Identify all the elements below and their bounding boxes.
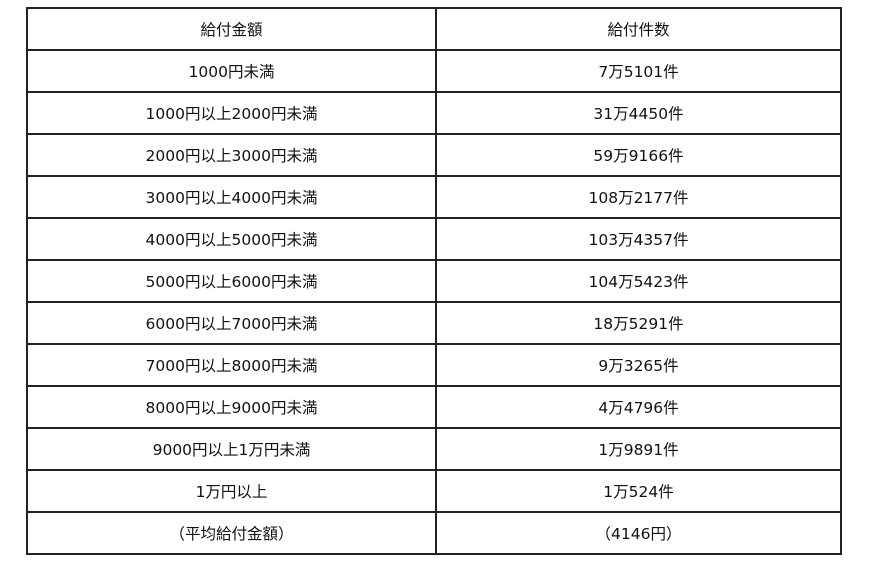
count-cell: 1万9891件	[435, 427, 842, 471]
amount-cell: 2000円以上3000円未満	[26, 133, 437, 177]
table-row: 6000円以上7000円未満 18万5291件	[26, 301, 842, 345]
amount-cell: 7000円以上8000円未満	[26, 343, 437, 387]
amount-cell: 8000円以上9000円未満	[26, 385, 437, 429]
table-row: 5000円以上6000円未満 104万5423件	[26, 259, 842, 303]
count-cell: 1万524件	[435, 469, 842, 513]
header-count: 給付件数	[435, 7, 842, 51]
table-row: 8000円以上9000円未満 4万4796件	[26, 385, 842, 429]
count-cell: 103万4357件	[435, 217, 842, 261]
count-cell: 7万5101件	[435, 49, 842, 93]
count-cell: 108万2177件	[435, 175, 842, 219]
table-row: 3000円以上4000円未満 108万2177件	[26, 175, 842, 219]
amount-cell: （平均給付金額）	[26, 511, 437, 555]
amount-cell: 9000円以上1万円未満	[26, 427, 437, 471]
table-row: 1万円以上 1万524件	[26, 469, 842, 513]
header-amount: 給付金額	[26, 7, 437, 51]
count-cell: 59万9166件	[435, 133, 842, 177]
amount-cell: 6000円以上7000円未満	[26, 301, 437, 345]
table-row: 9000円以上1万円未満 1万9891件	[26, 427, 842, 471]
count-cell: 18万5291件	[435, 301, 842, 345]
table-row: 1000円以上2000円未満 31万4450件	[26, 91, 842, 135]
amount-cell: 1000円以上2000円未満	[26, 91, 437, 135]
amount-cell: 5000円以上6000円未満	[26, 259, 437, 303]
table-row: 7000円以上8000円未満 9万3265件	[26, 343, 842, 387]
amount-cell: 3000円以上4000円未満	[26, 175, 437, 219]
count-cell: 4万4796件	[435, 385, 842, 429]
table-row: 1000円未満 7万5101件	[26, 49, 842, 93]
amount-cell: 1万円以上	[26, 469, 437, 513]
table-row: （平均給付金額） （4146円）	[26, 511, 842, 555]
amount-cell: 4000円以上5000円未満	[26, 217, 437, 261]
table-header-row: 給付金額 給付件数	[26, 7, 842, 51]
amount-cell: 1000円未満	[26, 49, 437, 93]
count-cell: 104万5423件	[435, 259, 842, 303]
count-cell: 31万4450件	[435, 91, 842, 135]
count-cell: 9万3265件	[435, 343, 842, 387]
table-row: 2000円以上3000円未満 59万9166件	[26, 133, 842, 177]
table-row: 4000円以上5000円未満 103万4357件	[26, 217, 842, 261]
benefit-distribution-table: 給付金額 給付件数 1000円未満 7万5101件 1000円以上2000円未満 31…	[26, 7, 842, 555]
count-cell: （4146円）	[435, 511, 842, 555]
